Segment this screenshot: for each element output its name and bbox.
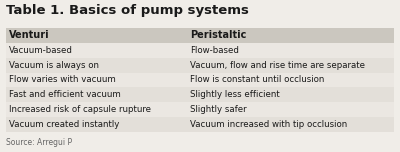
- Text: Flow-based: Flow-based: [190, 46, 239, 55]
- Text: Vacuum created instantly: Vacuum created instantly: [9, 120, 119, 129]
- Text: Source: Arregui P: Source: Arregui P: [6, 138, 72, 147]
- Bar: [6, 87, 394, 102]
- Text: Fast and efficient vacuum: Fast and efficient vacuum: [9, 90, 121, 99]
- Bar: [6, 28, 394, 43]
- Bar: [6, 43, 394, 58]
- Text: Flow is constant until occlusion: Flow is constant until occlusion: [190, 76, 324, 85]
- Bar: [6, 73, 394, 87]
- Text: Flow varies with vacuum: Flow varies with vacuum: [9, 76, 116, 85]
- Text: Venturi: Venturi: [9, 30, 50, 40]
- Text: Slightly less efficient: Slightly less efficient: [190, 90, 280, 99]
- Bar: [6, 102, 394, 117]
- Bar: [6, 58, 394, 73]
- Text: Vacuum, flow and rise time are separate: Vacuum, flow and rise time are separate: [190, 61, 365, 70]
- Text: Slightly safer: Slightly safer: [190, 105, 247, 114]
- Text: Vacuum is always on: Vacuum is always on: [9, 61, 99, 70]
- Text: Table 1. Basics of pump systems: Table 1. Basics of pump systems: [6, 4, 249, 17]
- Text: Increased risk of capsule rupture: Increased risk of capsule rupture: [9, 105, 151, 114]
- Bar: [6, 117, 394, 132]
- Text: Vacuum-based: Vacuum-based: [9, 46, 73, 55]
- Text: Vacuum increased with tip occlusion: Vacuum increased with tip occlusion: [190, 120, 347, 129]
- Text: Peristaltic: Peristaltic: [190, 30, 246, 40]
